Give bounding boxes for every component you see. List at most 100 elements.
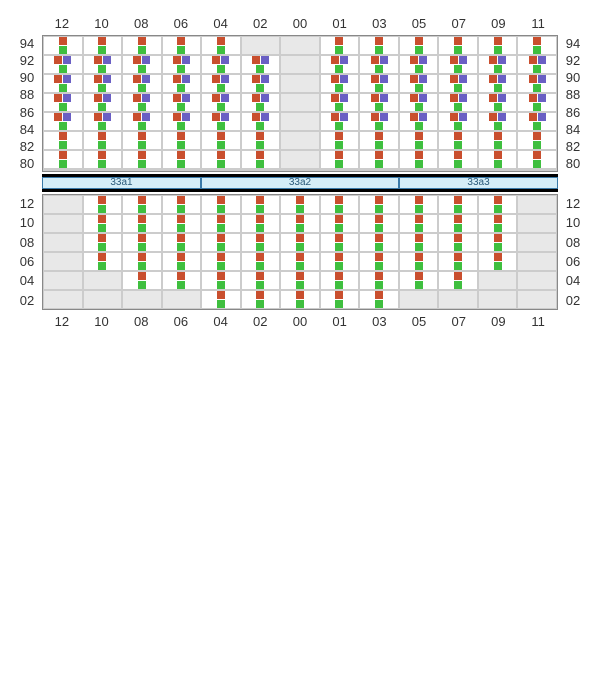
grid-cell (43, 195, 83, 214)
row-label: 88 (558, 86, 588, 103)
col-header: 11 (518, 310, 558, 333)
grid-cell (399, 214, 439, 233)
grid-cell (122, 93, 162, 112)
grid-cell (320, 55, 360, 74)
grid-cell (517, 93, 557, 112)
grid-row (43, 150, 557, 169)
grid-cell (43, 36, 83, 55)
grid-cell (201, 93, 241, 112)
grid-row (43, 290, 557, 309)
grid (42, 35, 558, 172)
grid-cell (517, 233, 557, 252)
col-header: 10 (82, 310, 122, 333)
col-header: 05 (399, 12, 439, 35)
grid-cell (399, 233, 439, 252)
grid-cell (320, 36, 360, 55)
grid-cell (241, 195, 281, 214)
grid-cell (83, 233, 123, 252)
row-labels: 9492908886848280 (558, 35, 588, 172)
grid-cell (162, 252, 202, 271)
grid-cell (280, 233, 320, 252)
grid-row (43, 131, 557, 150)
col-header: 06 (161, 310, 201, 333)
grid-cell (201, 252, 241, 271)
grid-cell (83, 290, 123, 309)
grid-cell (438, 74, 478, 93)
grid-cell (438, 233, 478, 252)
row-label: 90 (558, 69, 588, 86)
grid-cell (43, 74, 83, 93)
grid-cell (162, 93, 202, 112)
grid-cell (438, 252, 478, 271)
grid-cell (241, 271, 281, 290)
grid-cell (43, 233, 83, 252)
grid-cell (280, 74, 320, 93)
grid-cell (478, 112, 518, 131)
grid-row (43, 74, 557, 93)
grid-row (43, 112, 557, 131)
grid-cell (162, 131, 202, 150)
grid-cell (359, 214, 399, 233)
grid-row (43, 214, 557, 233)
grid-cell (43, 112, 83, 131)
grid-cell (438, 55, 478, 74)
grid-cell (399, 36, 439, 55)
row-labels: 121008060402 (12, 194, 42, 310)
row-label: 80 (12, 155, 42, 172)
grid-cell (438, 36, 478, 55)
grid-cell (201, 214, 241, 233)
row-label: 04 (558, 271, 588, 290)
grid-cell (162, 150, 202, 169)
grid-cell (43, 93, 83, 112)
row-label: 06 (558, 252, 588, 271)
grid-cell (241, 169, 281, 171)
grid-cell (399, 169, 439, 171)
grid-cell (122, 131, 162, 150)
grid-row (43, 233, 557, 252)
grid-cell (359, 150, 399, 169)
column-headers: 12100806040200010305070911 (12, 310, 588, 333)
grid-cell (517, 271, 557, 290)
grid-row (43, 93, 557, 112)
col-header: 10 (82, 12, 122, 35)
grid-cell (359, 233, 399, 252)
grid-cell (359, 169, 399, 171)
col-header: 02 (240, 12, 280, 35)
grid-cell (438, 214, 478, 233)
grid-cell (122, 36, 162, 55)
grid-cell (399, 271, 439, 290)
grid-cell (162, 169, 202, 171)
row-label: 84 (12, 121, 42, 138)
row-label: 82 (558, 138, 588, 155)
grid-cell (83, 112, 123, 131)
row-labels: 121008060402 (558, 194, 588, 310)
grid-cell (83, 36, 123, 55)
col-header: 08 (121, 12, 161, 35)
col-header: 12 (42, 12, 82, 35)
col-header: 12 (42, 310, 82, 333)
grid-cell (122, 74, 162, 93)
grid-cell (162, 271, 202, 290)
row-label: 82 (12, 138, 42, 155)
grid-cell (438, 271, 478, 290)
grid-cell (241, 131, 281, 150)
row-label: 06 (12, 252, 42, 271)
grid-cell (280, 36, 320, 55)
grid-cell (438, 290, 478, 309)
grid-cell (517, 131, 557, 150)
grid-row (43, 195, 557, 214)
col-header: 01 (320, 310, 360, 333)
grid-cell (43, 131, 83, 150)
row-label: 94 (558, 35, 588, 52)
grid-cell (359, 252, 399, 271)
grid-cell (478, 195, 518, 214)
grid-cell (201, 112, 241, 131)
grid-cell (280, 195, 320, 214)
seating-chart: 1210080604020001030507091194929088868482… (12, 12, 588, 172)
seating-chart: 121008060402 1210080604021210080604020001… (12, 194, 588, 333)
grid-cell (320, 195, 360, 214)
row-label: 08 (558, 233, 588, 252)
grid-cell (43, 150, 83, 169)
grid-cell (83, 55, 123, 74)
grid-cell (478, 271, 518, 290)
